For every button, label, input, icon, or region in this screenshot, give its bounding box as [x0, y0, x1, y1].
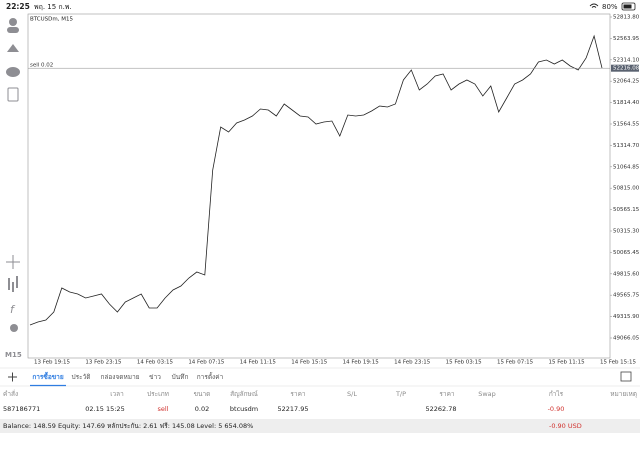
x-tick-label: 15 Feb 15:15: [600, 360, 637, 366]
x-tick-label: 14 Feb 03:15: [137, 360, 174, 366]
tab[interactable]: ข่าว: [149, 373, 161, 381]
column-header: กำไร: [549, 390, 564, 398]
layout-button[interactable]: [620, 371, 632, 382]
objects-icon[interactable]: [10, 324, 18, 332]
doc-icon[interactable]: [7, 87, 19, 102]
account-icon[interactable]: [9, 18, 17, 26]
chat-icon[interactable]: [6, 67, 20, 77]
chart-frame: [27, 13, 611, 359]
cell-time: 02.15 15:25: [85, 405, 124, 413]
timeframe[interactable]: M15: [5, 351, 22, 359]
status-battery: 80%: [602, 3, 618, 11]
price-line: [29, 34, 603, 326]
y-tick-label: 52314.10: [613, 57, 640, 63]
battery-icon: [621, 2, 636, 11]
column-header: S/L: [347, 390, 357, 398]
balance-bar: [0, 419, 640, 433]
crosshair-icon[interactable]: [6, 255, 20, 269]
column-header: ราคา: [290, 390, 305, 398]
y-tick-label: 50315.30: [613, 229, 640, 235]
x-tick-label: 14 Feb 11:15: [240, 360, 277, 366]
column-header: หมายเหตุ: [610, 390, 637, 398]
status-date: พฤ. 15 ก.พ.: [34, 3, 72, 11]
x-tick-label: 15 Feb 03:15: [446, 360, 483, 366]
x-tick-label: 14 Feb 23:15: [394, 360, 431, 366]
price-marker: [611, 64, 639, 72]
column-header: เวลา: [110, 390, 124, 398]
cell-type: sell: [158, 405, 169, 413]
column-header: T/P: [395, 390, 406, 398]
tab[interactable]: การซื้อขาย: [32, 371, 63, 381]
y-tick-label: 51564.55: [613, 122, 640, 128]
status-time: 22:25: [6, 2, 30, 11]
column-header: ประเภท: [147, 390, 169, 398]
y-tick-label: 52813.80: [613, 15, 640, 21]
balance-summary: Balance: 148.59 Equity: 147.69 หลักประกั…: [3, 422, 253, 430]
x-tick-label: 14 Feb 15:15: [291, 360, 328, 366]
x-tick-label: 15 Feb 07:15: [497, 360, 534, 366]
cell-volume: 0.02: [195, 405, 209, 413]
column-header: ขนาด: [194, 390, 211, 398]
tab[interactable]: กล่องจดหมาย: [100, 373, 139, 381]
column-header: Swap: [478, 390, 496, 398]
positions-table: คำสั่ง เวลา ประเภท ขนาด สัญลักษณ์ ราคา S/L T/P ร…: [3, 389, 637, 413]
order-label: sell 0.02: [30, 63, 53, 69]
tab[interactable]: ประวัติ: [72, 373, 91, 381]
account-icon-body: [7, 27, 19, 33]
y-tick-label: 50065.45: [613, 250, 640, 256]
y-tick-label: 52064.25: [613, 79, 640, 85]
battery-level: [623, 4, 632, 9]
current-price-label: 52216.08: [613, 66, 640, 72]
candles-icon[interactable]: [8, 276, 18, 292]
x-tick-label: 13 Feb 23:15: [85, 360, 122, 366]
y-tick-label: 51064.85: [613, 164, 640, 170]
wifi-icon: [589, 3, 599, 8]
cell-current-price: 52262.78: [425, 405, 456, 413]
x-tick-label: 14 Feb 19:15: [343, 360, 380, 366]
tab-bar: การซื้อขาย ประวัติ กล่องจดหมาย ข่าว บันทึก กา…: [30, 371, 224, 387]
indicator-icon[interactable]: f: [10, 303, 16, 316]
y-tick-label: 49066.05: [613, 336, 640, 342]
tab[interactable]: บันทึก: [172, 373, 189, 381]
trade-icon[interactable]: [7, 44, 19, 52]
price-chart: 52813.80 52563.95 52314.10 52064.25 51814.40…: [28, 15, 640, 366]
add-button[interactable]: [8, 372, 17, 382]
cell-symbol: btcusdm: [230, 405, 258, 413]
total-profit: -0.90 USD: [549, 422, 582, 430]
cell-open-price: 52217.95: [277, 405, 308, 413]
cell-profit: -0.90: [548, 405, 565, 413]
chart-title: BTCUSDm, M15: [30, 17, 74, 23]
cell-order: 587186771: [3, 405, 40, 413]
column-header: คำสั่ง: [3, 389, 18, 398]
left-toolbar: f M15: [5, 18, 22, 359]
x-tick-label: 13 Feb 19:15: [34, 360, 71, 366]
y-tick-label: 51814.40: [613, 100, 640, 106]
y-tick-label: 50815.00: [613, 186, 640, 192]
y-tick-label: 51314.70: [613, 143, 640, 149]
y-tick-label: 50565.15: [613, 207, 640, 213]
tab[interactable]: การตั้งค่า: [197, 372, 224, 381]
y-tick-label: 52563.95: [613, 36, 640, 42]
y-tick-label: 49815.60: [613, 271, 640, 277]
column-header: ราคา: [439, 390, 454, 398]
y-tick-label: 49315.90: [613, 314, 640, 320]
y-tick-label: 49565.75: [613, 293, 640, 299]
column-header: สัญลักษณ์: [230, 390, 258, 398]
x-tick-label: 14 Feb 07:15: [188, 360, 225, 366]
x-tick-label: 15 Feb 11:15: [548, 360, 585, 366]
